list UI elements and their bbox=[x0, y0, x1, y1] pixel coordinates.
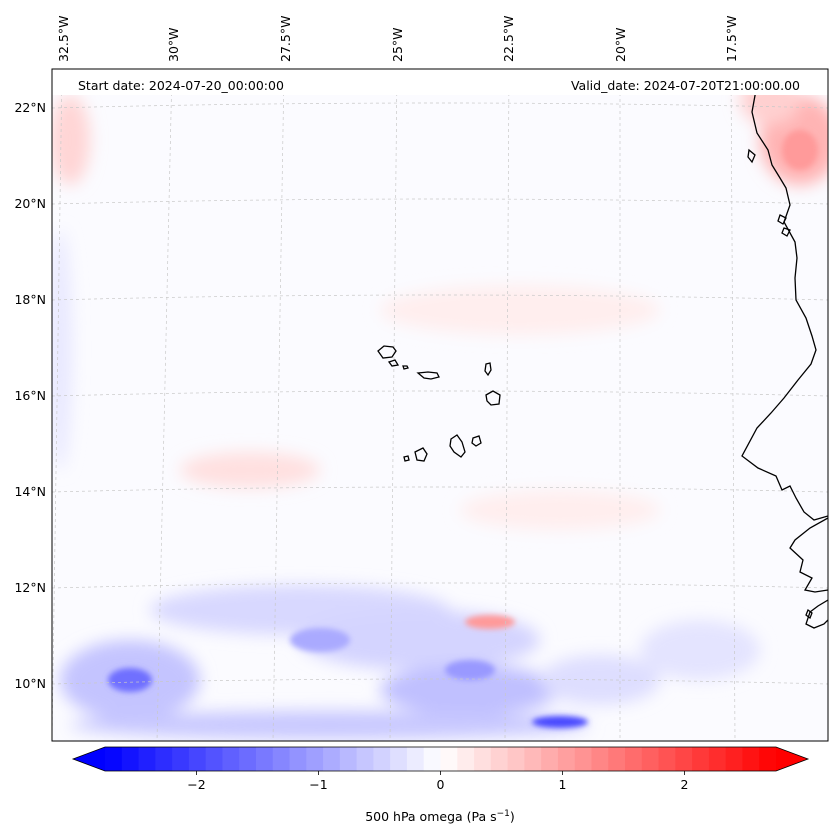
lat-label: 10°N bbox=[14, 676, 46, 691]
colorbar-bin bbox=[692, 747, 710, 771]
valid-date-label: Valid_date: 2024-07-20T21:00:00.00 bbox=[571, 78, 800, 93]
colorbar-bin bbox=[323, 747, 341, 771]
colorbar-bin bbox=[742, 747, 760, 771]
map-frame bbox=[51, 68, 829, 742]
colorbar-bin bbox=[339, 747, 358, 771]
island-sal bbox=[484, 362, 492, 377]
lat-label: 20°N bbox=[14, 196, 46, 211]
island-sao-vicente bbox=[387, 359, 400, 367]
lat-label: 16°N bbox=[14, 388, 46, 403]
island-santo-antao bbox=[377, 345, 397, 359]
colorbar-bin bbox=[440, 747, 458, 771]
colorbar-tick-label: 1 bbox=[559, 777, 567, 792]
colorbar-tick-label: 2 bbox=[681, 777, 689, 792]
coast-segment bbox=[789, 517, 828, 593]
coast-islet bbox=[781, 227, 791, 237]
colorbar-bin bbox=[239, 747, 257, 771]
colorbar-ticks: −2 −1 0 1 2 bbox=[187, 771, 688, 792]
colorbar-bin bbox=[272, 747, 291, 771]
colorbar-bin bbox=[725, 747, 744, 771]
cape-verde-islands bbox=[377, 345, 501, 462]
colorbar-bin bbox=[222, 747, 240, 771]
colorbar-bin bbox=[205, 747, 224, 771]
lat-label: 12°N bbox=[14, 580, 46, 595]
lon-label: 30°W bbox=[166, 27, 181, 62]
colorbar-tick-label: 0 bbox=[437, 777, 445, 792]
island-maio bbox=[471, 435, 482, 447]
colorbar-bin bbox=[675, 747, 693, 771]
colorbar-bin bbox=[625, 747, 643, 771]
colorbar-bin bbox=[507, 747, 525, 771]
info-band bbox=[52, 69, 828, 95]
island-fogo bbox=[414, 447, 428, 462]
colorbar-bin bbox=[490, 747, 509, 771]
colorbar-bin bbox=[390, 747, 408, 771]
colorbar-bin bbox=[406, 747, 425, 771]
colorbar-high-extension bbox=[776, 747, 808, 771]
colorbar-bin bbox=[658, 747, 676, 771]
start-date-label: Start date: 2024-07-20_00:00:00 bbox=[78, 78, 284, 93]
colorbar-bin bbox=[474, 747, 492, 771]
lon-label: 25°W bbox=[390, 27, 405, 62]
colorbar-bin bbox=[255, 747, 274, 771]
colorbar-label: 500 hPa omega (Pa s−1) bbox=[365, 809, 515, 824]
africa-coastline bbox=[741, 69, 828, 521]
longitude-labels: 32.5°W 30°W 27.5°W 25°W 22.5°W 20°W 17.5… bbox=[56, 16, 739, 62]
coast-islet bbox=[747, 148, 756, 164]
lon-label: 20°W bbox=[613, 27, 628, 62]
colorbar-bin bbox=[608, 747, 626, 771]
coastline bbox=[741, 69, 828, 629]
colorbar-low-extension bbox=[73, 747, 105, 771]
colorbar-bin bbox=[423, 747, 442, 771]
lon-label: 17.5°W bbox=[724, 16, 739, 62]
coast-segment bbox=[805, 599, 828, 629]
colorbar-bin bbox=[557, 747, 576, 771]
colorbar-bin bbox=[759, 747, 777, 771]
island-santiago bbox=[449, 434, 466, 458]
island-brava bbox=[403, 455, 410, 462]
colorbar-bin bbox=[172, 747, 190, 771]
lon-label: 32.5°W bbox=[56, 16, 71, 62]
coast-islet bbox=[805, 608, 813, 620]
colorbar-bin bbox=[524, 747, 542, 771]
colorbar-bin bbox=[541, 747, 559, 771]
colorbar-bin bbox=[641, 747, 660, 771]
colorbar-bin bbox=[457, 747, 475, 771]
lat-label: 14°N bbox=[14, 484, 46, 499]
map-panel: Start date: 2024-07-20_00:00:00 Valid_da… bbox=[52, 69, 828, 741]
lon-label: 27.5°W bbox=[278, 16, 293, 62]
lat-label: 22°N bbox=[14, 100, 46, 115]
graticule bbox=[52, 69, 828, 741]
colorbar-tick-label: −2 bbox=[187, 777, 205, 792]
island-santa-luzia bbox=[402, 365, 409, 370]
colorbar-bin bbox=[306, 747, 324, 771]
colorbar-bin bbox=[138, 747, 156, 771]
lon-label: 22.5°W bbox=[501, 16, 516, 62]
colorbar-outline bbox=[71, 746, 810, 772]
colorbar: −2 −1 0 1 2 500 hPa omega (Pa s−1) bbox=[71, 746, 810, 824]
colorbar-bins bbox=[105, 747, 777, 771]
colorbar-bin bbox=[373, 747, 391, 771]
island-sao-nicolau bbox=[416, 371, 440, 380]
island-boa-vista bbox=[485, 390, 501, 406]
colorbar-bin bbox=[155, 747, 173, 771]
lat-label: 18°N bbox=[14, 292, 46, 307]
latitude-labels: 22°N 20°N 18°N 16°N 14°N 12°N 10°N bbox=[14, 100, 46, 691]
colorbar-bin bbox=[708, 747, 727, 771]
colorbar-bin bbox=[105, 747, 123, 771]
colorbar-tick-label: −1 bbox=[309, 777, 327, 792]
colorbar-bin bbox=[356, 747, 375, 771]
colorbar-bin bbox=[188, 747, 207, 771]
colorbar-bin bbox=[591, 747, 609, 771]
colorbar-bin bbox=[289, 747, 307, 771]
coast-islet bbox=[777, 214, 787, 225]
colorbar-bin bbox=[574, 747, 593, 771]
omega-field bbox=[52, 75, 828, 739]
colorbar-bin bbox=[121, 747, 140, 771]
